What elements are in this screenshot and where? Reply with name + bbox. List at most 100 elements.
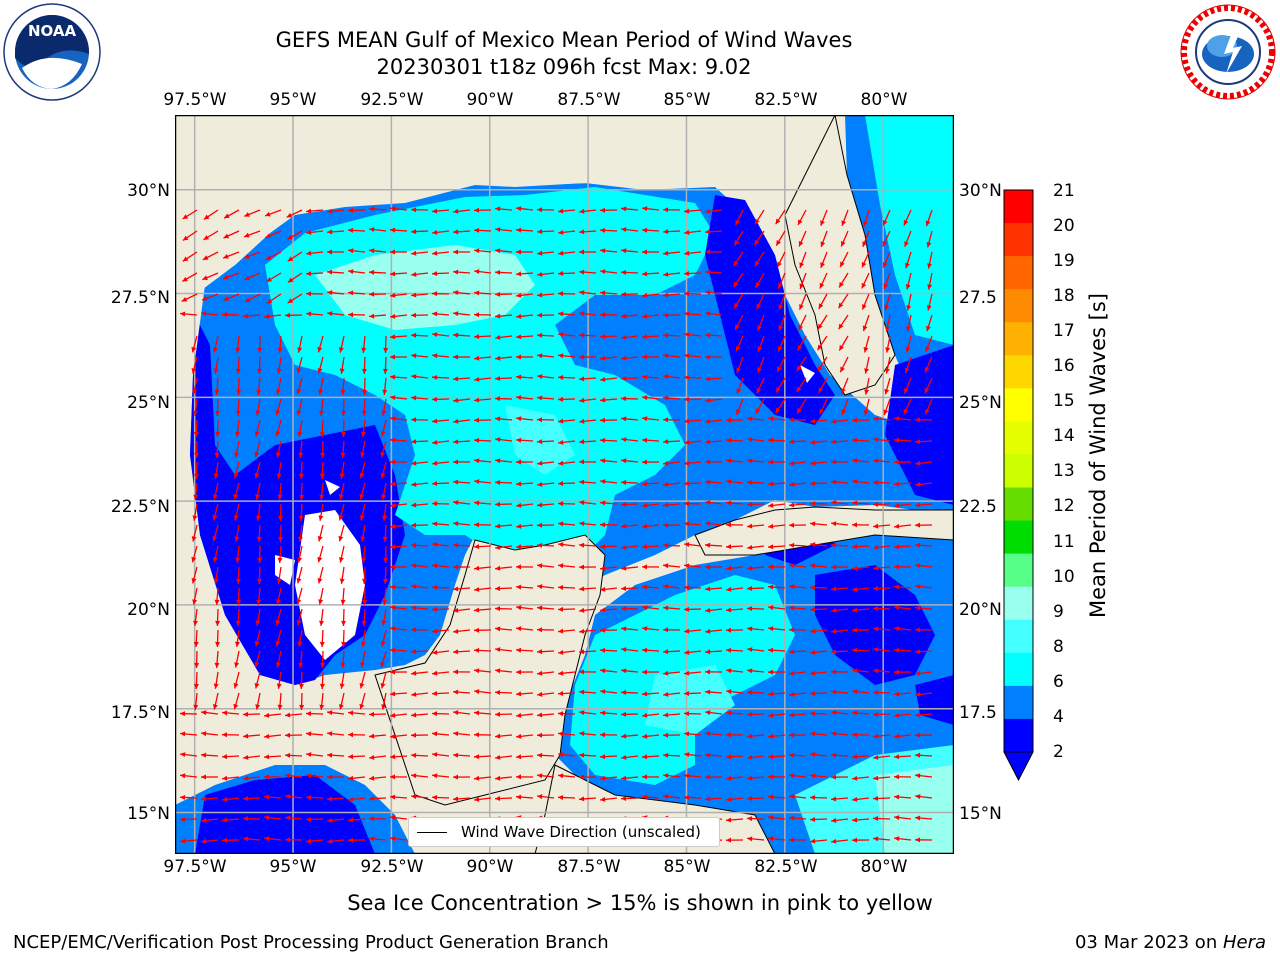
wave-direction-arrow [390,626,408,632]
wave-direction-arrow [767,754,786,760]
wave-direction-arrow [193,419,199,438]
wave-direction-arrow [431,271,450,277]
wave-direction-arrow [202,251,219,261]
wave-direction-arrow [235,629,240,647]
wave-direction-arrow [340,587,346,605]
wave-direction-arrow [926,230,933,248]
wave-direction-arrow [243,733,261,739]
wave-direction-arrow [254,629,261,647]
wave-direction-arrow [411,460,429,466]
wave-direction-arrow [515,374,534,380]
wave-direction-arrow [305,271,324,277]
wave-direction-arrow [516,733,534,739]
wave-direction-arrow [285,773,303,779]
wave-direction-arrow [599,732,618,738]
wave-direction-arrow [515,249,534,255]
wave-direction-arrow [298,503,304,522]
wave-direction-arrow [317,356,324,374]
wave-direction-arrow [255,608,261,626]
wave-direction-arrow [831,710,849,716]
wave-direction-arrow [831,607,849,613]
wave-direction-arrow [768,481,786,487]
wave-direction-arrow [558,353,576,359]
wave-direction-arrow [266,293,282,304]
wave-direction-arrow [275,440,282,458]
wave-direction-arrow [299,482,305,501]
wave-direction-arrow [410,417,429,423]
wave-direction-arrow [747,668,765,674]
wave-direction-arrow [767,437,786,443]
wave-direction-arrow [641,754,660,760]
wave-direction-arrow [298,671,304,690]
wave-direction-arrow [495,647,513,653]
wave-direction-arrow [683,481,702,487]
wave-direction-arrow [474,269,492,275]
wave-direction-arrow [809,816,828,822]
wave-direction-arrow [662,752,681,758]
wave-direction-arrow [235,356,241,375]
wave-direction-arrow [360,440,366,458]
wave-direction-arrow [557,606,576,612]
wave-direction-arrow [432,731,450,737]
wave-direction-arrow [558,773,576,779]
wave-direction-arrow [915,563,933,569]
wave-direction-arrow [495,544,513,550]
wave-direction-arrow [894,794,912,800]
wave-direction-arrow [684,731,702,737]
wave-direction-arrow [213,671,219,689]
wave-direction-arrow [797,209,807,226]
wave-direction-arrow [746,501,765,507]
wave-direction-arrow [474,290,492,296]
wave-direction-arrow [621,313,639,319]
wave-direction-arrow [347,312,366,318]
wave-direction-arrow [285,794,303,800]
wave-direction-arrow [389,374,408,380]
wave-direction-arrow [894,733,912,739]
wave-direction-arrow [558,670,576,676]
wave-direction-arrow [326,796,345,802]
wave-direction-arrow [662,522,681,528]
wave-direction-arrow [736,356,744,374]
wave-direction-arrow [557,481,576,487]
wave-direction-arrow [306,773,324,779]
wave-direction-arrow [726,668,744,674]
wave-direction-arrow [620,586,639,592]
wave-direction-arrow [768,416,786,422]
wave-direction-arrow [642,523,660,529]
colorbar-tick: 9 [1053,602,1064,622]
wave-direction-arrow [432,311,450,317]
lat-label-left: 27.5°N [110,288,170,308]
wave-direction-arrow [642,733,660,739]
lat-label-left: 15°N [127,804,170,824]
wave-direction-arrow [704,649,723,655]
wave-direction-arrow [180,731,198,737]
wave-direction-arrow [431,691,450,697]
wave-direction-arrow [277,692,283,710]
wave-direction-arrow [747,523,765,529]
wave-direction-arrow [778,293,786,311]
wave-direction-arrow [704,249,723,255]
wave-direction-arrow [852,565,870,571]
wave-direction-arrow [453,710,471,716]
wave-direction-arrow [319,692,325,710]
wave-direction-arrow [305,816,324,822]
wave-direction-arrow [872,795,891,801]
wave-direction-arrow [830,669,849,675]
wave-direction-arrow [515,437,534,443]
wave-direction-arrow [924,398,933,415]
wave-direction-arrow [257,335,263,354]
wave-direction-arrow [516,395,534,401]
wave-direction-arrow [473,544,492,550]
legend-line-swatch [417,831,447,833]
lon-label-top: 95°W [269,90,317,110]
wave-direction-arrow [894,836,912,842]
wave-direction-arrow [621,754,639,760]
gulf-of-mexico-map [175,115,954,854]
wave-direction-arrow [380,461,387,479]
wave-direction-arrow [726,586,744,592]
wave-direction-arrow [516,626,534,632]
wave-direction-arrow [767,774,786,780]
wave-direction-arrow [924,356,933,373]
wave-direction-arrow [495,523,513,529]
wave-direction-arrow [820,230,828,248]
